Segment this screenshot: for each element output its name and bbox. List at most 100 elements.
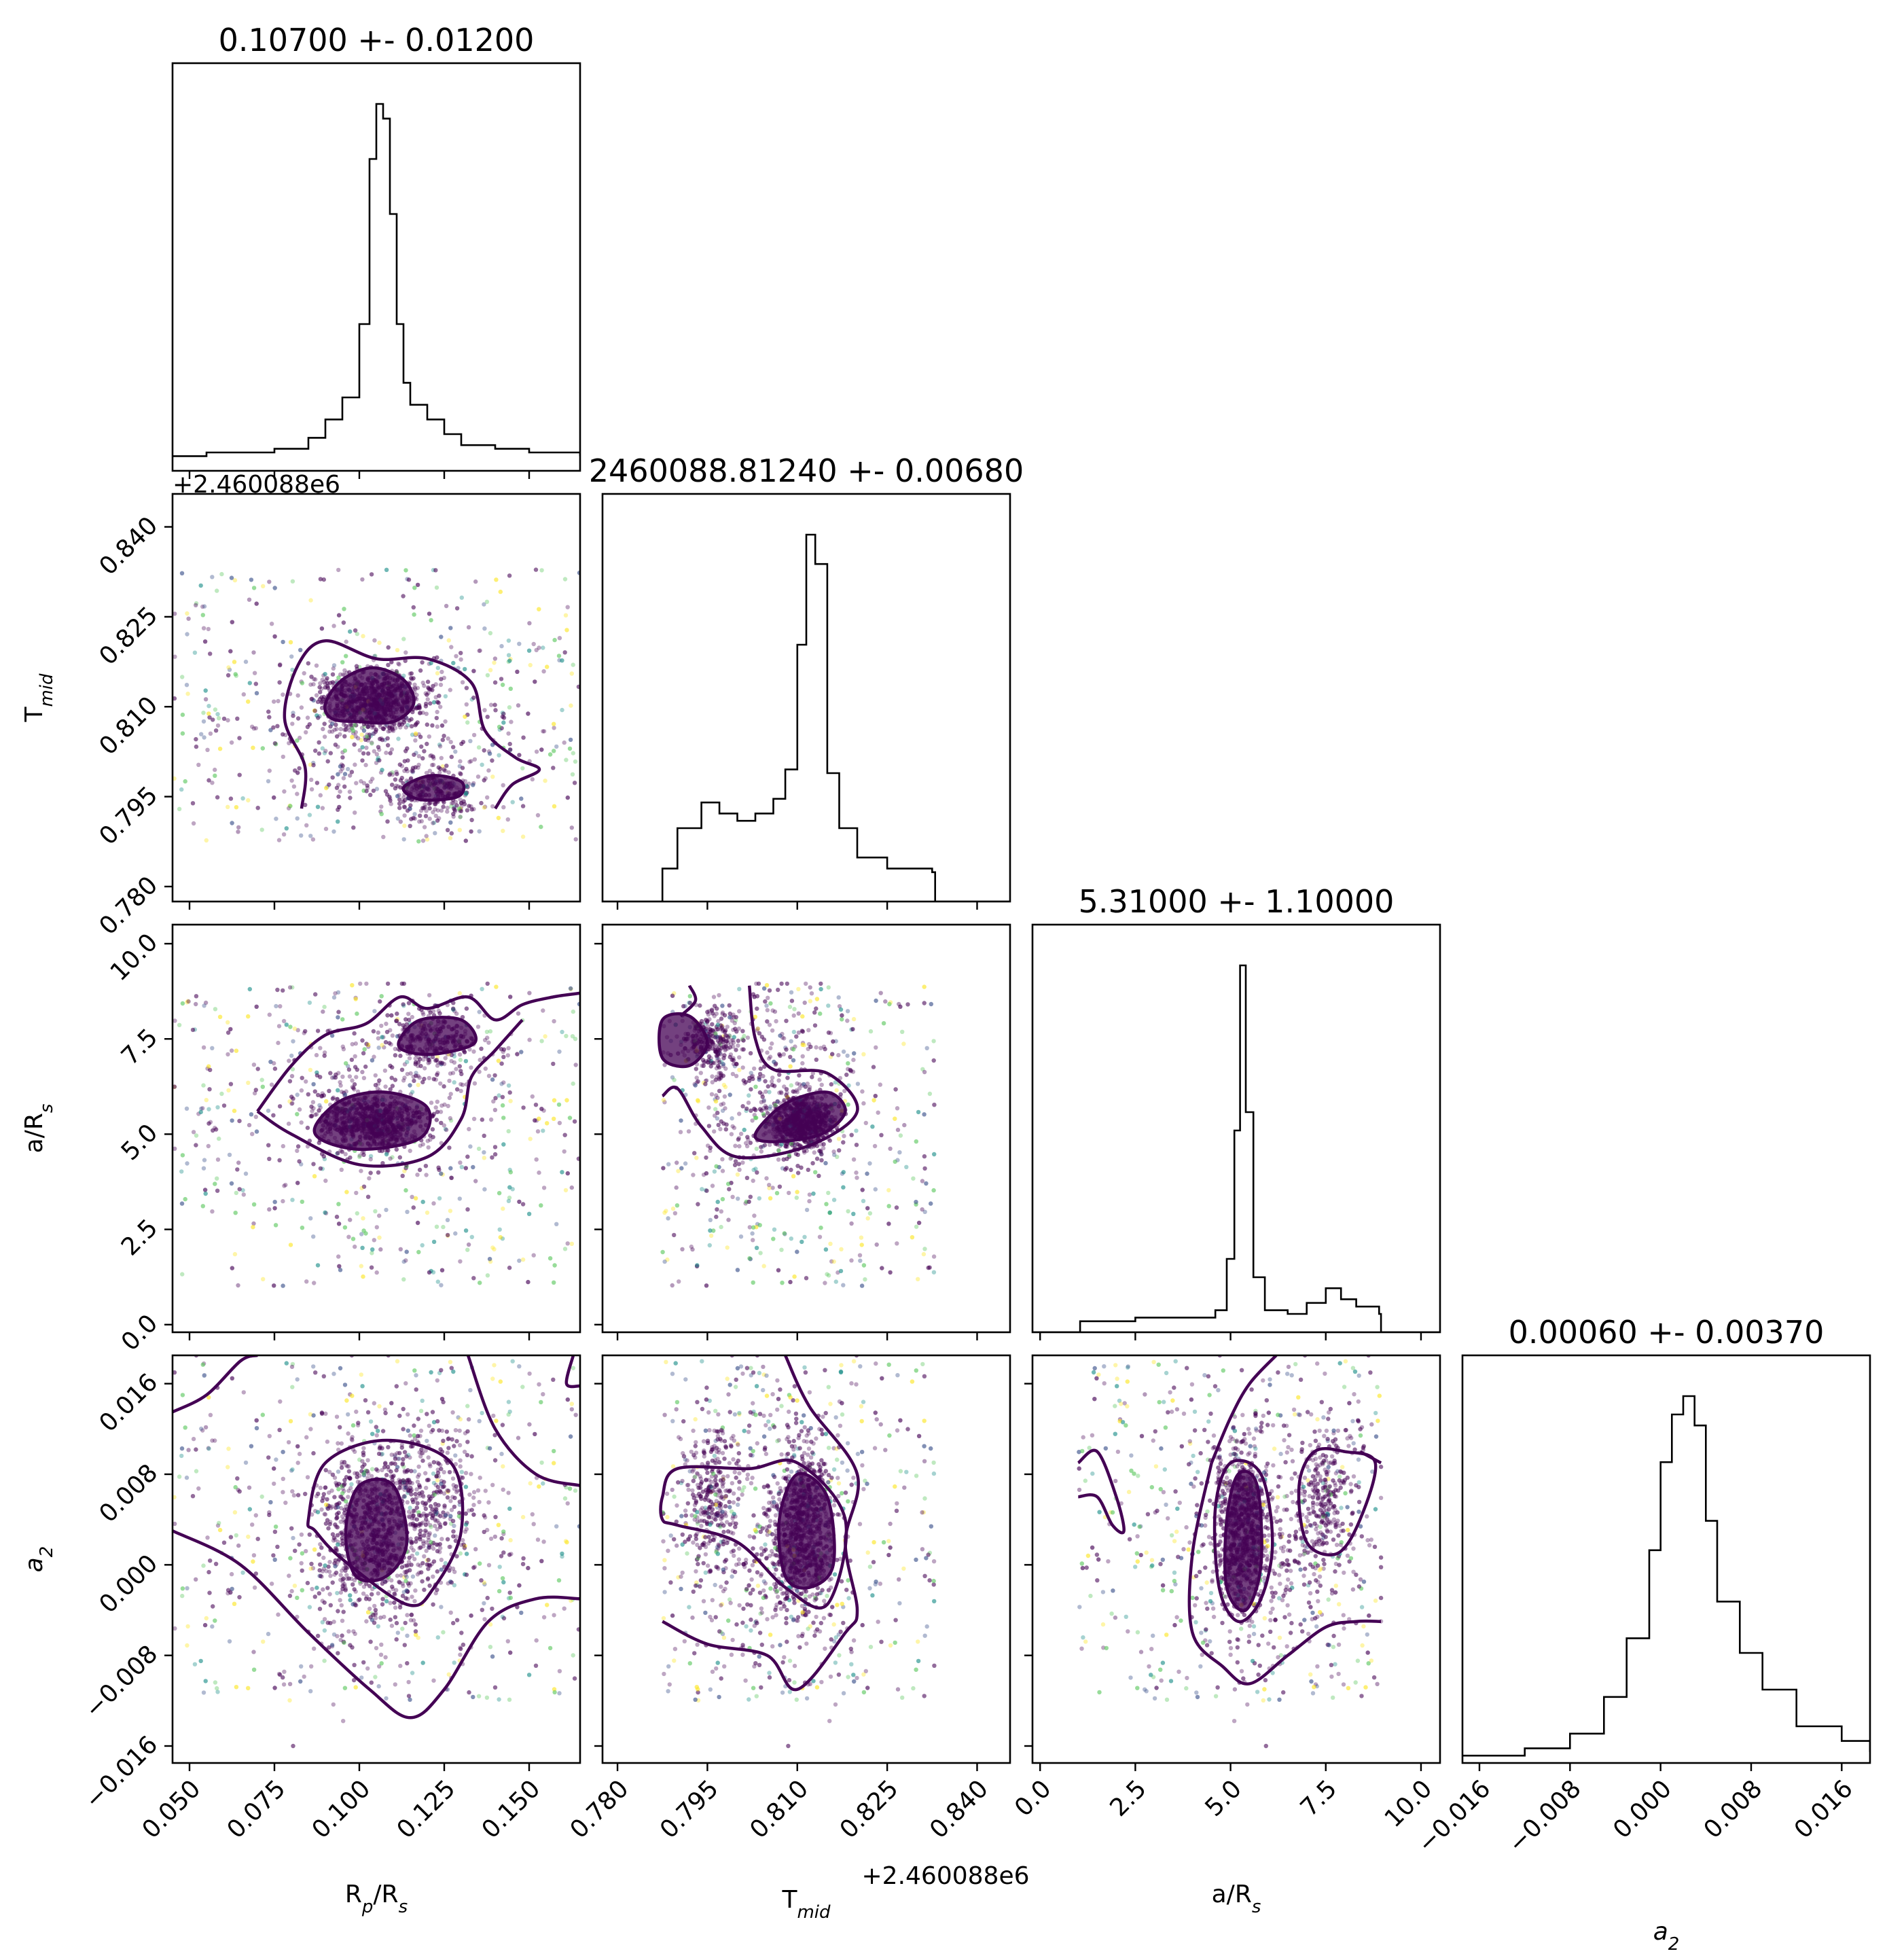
scatter-point — [228, 1027, 233, 1032]
scatter-point — [526, 711, 531, 716]
scatter-point — [173, 776, 177, 781]
scatter-point — [444, 1127, 449, 1133]
scatter-point — [443, 768, 448, 773]
scatter-point — [185, 999, 190, 1003]
scatter-point — [410, 732, 415, 737]
scatter-point — [469, 807, 474, 812]
scatter-point — [411, 816, 416, 821]
scatter-point — [447, 1145, 452, 1150]
scatter-point — [386, 645, 391, 650]
scatter-point — [448, 626, 453, 630]
scatter-point — [211, 1128, 215, 1133]
scatter-point — [354, 723, 359, 728]
scatter-point — [401, 720, 406, 725]
scatter-point — [460, 766, 465, 770]
scatter-point — [452, 1080, 456, 1085]
scatter-point — [226, 1052, 230, 1057]
scatter-point — [330, 672, 336, 677]
scatter-point — [207, 1087, 212, 1092]
scatter-point — [206, 704, 211, 709]
scatter-point — [439, 1171, 444, 1176]
scatter-point — [387, 725, 392, 730]
scatter-point — [430, 688, 435, 692]
scatter-point — [567, 746, 573, 751]
scatter-point — [482, 748, 486, 753]
scatter-point — [284, 826, 289, 831]
scatter-point — [385, 1013, 390, 1018]
scatter-point — [318, 577, 323, 582]
scatter-point — [260, 746, 265, 751]
scatter-point — [336, 772, 340, 777]
scatter-point — [447, 1145, 452, 1150]
scatter-point — [431, 567, 436, 573]
scatter-point — [288, 640, 293, 645]
scatter-point — [317, 751, 321, 756]
scatter-point — [173, 1084, 177, 1089]
scatter-point — [464, 685, 469, 690]
scatter-point — [295, 770, 300, 775]
scatter-point — [415, 582, 420, 588]
scatter-point — [456, 806, 462, 811]
scatter-point — [418, 813, 423, 818]
scatter-point — [173, 1084, 177, 1090]
scatter-point — [333, 1075, 338, 1080]
scatter-point — [508, 747, 513, 752]
scatter-point — [433, 695, 438, 700]
scatter-point — [420, 1142, 425, 1147]
scatter-point — [380, 1043, 384, 1048]
scatter-point — [485, 715, 490, 719]
scatter-point — [409, 676, 414, 681]
scatter-point — [405, 768, 410, 774]
scatter-point — [254, 1129, 259, 1134]
scatter-point — [359, 1186, 364, 1191]
scatter-point — [517, 1199, 522, 1205]
scatter-point — [535, 813, 541, 818]
scatter-point — [259, 827, 264, 832]
scatter-point — [449, 1052, 454, 1058]
scatter-point — [320, 806, 325, 810]
scatter-point — [277, 662, 283, 668]
scatter-point — [246, 1014, 251, 1019]
scatter-point — [314, 781, 320, 785]
scatter-point — [471, 1276, 476, 1281]
scatter-point — [361, 1051, 366, 1056]
scatter-point — [334, 1072, 338, 1077]
scatter-point — [376, 1170, 381, 1175]
scatter-point — [413, 738, 418, 743]
scatter-point — [408, 671, 412, 676]
scatter-point — [237, 772, 242, 777]
scatter-point — [508, 747, 513, 752]
scatter-point — [426, 1145, 431, 1150]
scatter-point — [554, 744, 559, 749]
scatter-point — [341, 672, 346, 677]
scatter-point — [562, 650, 567, 655]
scatter-point — [295, 1181, 300, 1186]
scatter-point — [215, 1188, 220, 1193]
scatter-point — [361, 634, 365, 639]
scatter-point — [398, 1053, 403, 1058]
scatter-point — [545, 1121, 550, 1126]
scatter-point — [469, 1065, 473, 1070]
scatter-point — [380, 1148, 384, 1154]
scatter-point — [541, 645, 545, 650]
scatter-point — [438, 766, 443, 771]
scatter-point — [386, 1148, 391, 1153]
scatter-point — [556, 1102, 562, 1107]
scatter-point — [289, 1053, 294, 1058]
scatter-point — [342, 607, 346, 611]
scatter-point — [360, 1150, 365, 1155]
scatter-point — [485, 795, 490, 800]
scatter-point — [387, 794, 392, 800]
scatter-point — [537, 1170, 541, 1175]
scatter-point — [317, 714, 322, 719]
scatter-point — [314, 1073, 320, 1078]
scatter-point — [528, 1137, 533, 1141]
panel-content — [603, 533, 1010, 902]
scatter-point — [355, 1211, 359, 1216]
scatter-point — [499, 726, 504, 731]
scatter-point — [431, 1077, 436, 1082]
scatter-point — [251, 1225, 255, 1230]
scatter-point — [323, 685, 328, 690]
scatter-point — [412, 816, 417, 821]
scatter-point — [411, 605, 416, 610]
